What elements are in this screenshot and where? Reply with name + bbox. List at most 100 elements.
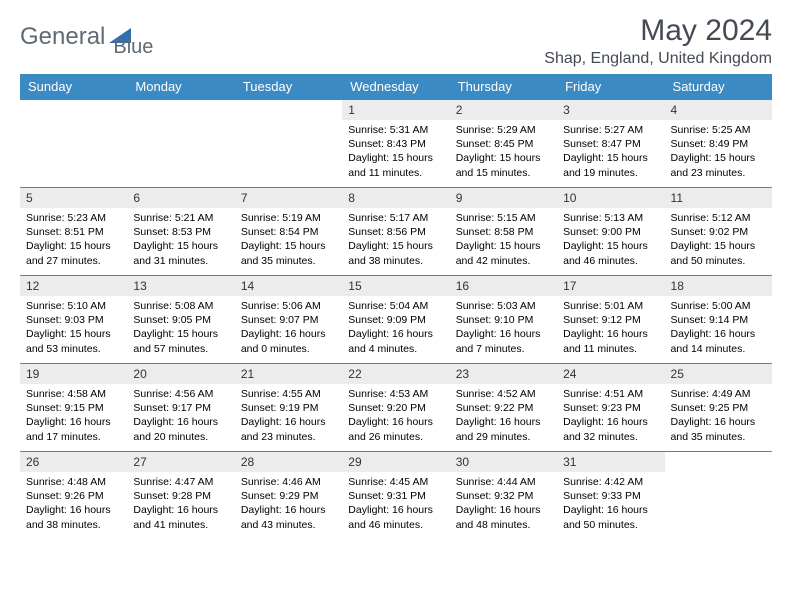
calendar-cell: 27Sunrise: 4:47 AMSunset: 9:28 PMDayligh… (127, 452, 234, 540)
calendar-cell: 19Sunrise: 4:58 AMSunset: 9:15 PMDayligh… (20, 364, 127, 452)
day-number: 6 (127, 188, 234, 208)
dow-header: Monday (127, 74, 234, 100)
calendar-cell: 18Sunrise: 5:00 AMSunset: 9:14 PMDayligh… (665, 276, 772, 364)
header: General Blue May 2024 Shap, England, Uni… (20, 14, 772, 68)
logo-text-1: General (20, 23, 105, 51)
calendar-cell: 28Sunrise: 4:46 AMSunset: 9:29 PMDayligh… (235, 452, 342, 540)
day-number: 10 (557, 188, 664, 208)
day-body: Sunrise: 4:51 AMSunset: 9:23 PMDaylight:… (557, 384, 664, 448)
day-body: Sunrise: 4:53 AMSunset: 9:20 PMDaylight:… (342, 384, 449, 448)
calendar-cell: 16Sunrise: 5:03 AMSunset: 9:10 PMDayligh… (450, 276, 557, 364)
day-number: 24 (557, 364, 664, 384)
day-body: Sunrise: 4:55 AMSunset: 9:19 PMDaylight:… (235, 384, 342, 448)
day-number: 23 (450, 364, 557, 384)
calendar-cell: 2Sunrise: 5:29 AMSunset: 8:45 PMDaylight… (450, 100, 557, 188)
dow-header: Tuesday (235, 74, 342, 100)
dow-header: Thursday (450, 74, 557, 100)
day-body: Sunrise: 5:21 AMSunset: 8:53 PMDaylight:… (127, 208, 234, 272)
day-body: Sunrise: 5:04 AMSunset: 9:09 PMDaylight:… (342, 296, 449, 360)
calendar-cell: 21Sunrise: 4:55 AMSunset: 9:19 PMDayligh… (235, 364, 342, 452)
calendar-cell: . (235, 100, 342, 188)
day-number: 3 (557, 100, 664, 120)
day-body: Sunrise: 4:47 AMSunset: 9:28 PMDaylight:… (127, 472, 234, 536)
calendar-row: 12Sunrise: 5:10 AMSunset: 9:03 PMDayligh… (20, 276, 772, 364)
day-number: 15 (342, 276, 449, 296)
day-number: 1 (342, 100, 449, 120)
day-number: 27 (127, 452, 234, 472)
calendar-cell: . (665, 452, 772, 540)
day-body: Sunrise: 5:27 AMSunset: 8:47 PMDaylight:… (557, 120, 664, 184)
day-body: Sunrise: 4:44 AMSunset: 9:32 PMDaylight:… (450, 472, 557, 536)
calendar-cell: 3Sunrise: 5:27 AMSunset: 8:47 PMDaylight… (557, 100, 664, 188)
day-number: 11 (665, 188, 772, 208)
day-number: 22 (342, 364, 449, 384)
calendar-row: . . . 1Sunrise: 5:31 AMSunset: 8:43 PMDa… (20, 100, 772, 188)
day-number: 5 (20, 188, 127, 208)
calendar-row: 26Sunrise: 4:48 AMSunset: 9:26 PMDayligh… (20, 452, 772, 540)
dow-header: Friday (557, 74, 664, 100)
calendar-cell: . (20, 100, 127, 188)
calendar-row: 19Sunrise: 4:58 AMSunset: 9:15 PMDayligh… (20, 364, 772, 452)
day-number: 31 (557, 452, 664, 472)
day-body: Sunrise: 4:48 AMSunset: 9:26 PMDaylight:… (20, 472, 127, 536)
day-number: 14 (235, 276, 342, 296)
calendar-cell: 8Sunrise: 5:17 AMSunset: 8:56 PMDaylight… (342, 188, 449, 276)
day-body: Sunrise: 5:06 AMSunset: 9:07 PMDaylight:… (235, 296, 342, 360)
calendar-table: SundayMondayTuesdayWednesdayThursdayFrid… (20, 74, 772, 540)
calendar-cell: 11Sunrise: 5:12 AMSunset: 9:02 PMDayligh… (665, 188, 772, 276)
calendar-cell: 20Sunrise: 4:56 AMSunset: 9:17 PMDayligh… (127, 364, 234, 452)
calendar-cell: 31Sunrise: 4:42 AMSunset: 9:33 PMDayligh… (557, 452, 664, 540)
day-body: Sunrise: 5:23 AMSunset: 8:51 PMDaylight:… (20, 208, 127, 272)
day-number: 20 (127, 364, 234, 384)
day-body: Sunrise: 5:12 AMSunset: 9:02 PMDaylight:… (665, 208, 772, 272)
day-body: Sunrise: 5:17 AMSunset: 8:56 PMDaylight:… (342, 208, 449, 272)
day-body: Sunrise: 5:15 AMSunset: 8:58 PMDaylight:… (450, 208, 557, 272)
calendar-cell: 5Sunrise: 5:23 AMSunset: 8:51 PMDaylight… (20, 188, 127, 276)
calendar-cell: . (127, 100, 234, 188)
day-body: Sunrise: 5:10 AMSunset: 9:03 PMDaylight:… (20, 296, 127, 360)
day-number: 2 (450, 100, 557, 120)
page-title: May 2024 (544, 14, 772, 48)
day-body: Sunrise: 4:46 AMSunset: 9:29 PMDaylight:… (235, 472, 342, 536)
day-number: 21 (235, 364, 342, 384)
day-body: Sunrise: 4:58 AMSunset: 9:15 PMDaylight:… (20, 384, 127, 448)
day-number: 30 (450, 452, 557, 472)
day-number: 19 (20, 364, 127, 384)
calendar-cell: 23Sunrise: 4:52 AMSunset: 9:22 PMDayligh… (450, 364, 557, 452)
day-body: Sunrise: 4:49 AMSunset: 9:25 PMDaylight:… (665, 384, 772, 448)
day-body: Sunrise: 4:45 AMSunset: 9:31 PMDaylight:… (342, 472, 449, 536)
day-body: Sunrise: 5:25 AMSunset: 8:49 PMDaylight:… (665, 120, 772, 184)
day-body: Sunrise: 5:01 AMSunset: 9:12 PMDaylight:… (557, 296, 664, 360)
calendar-cell: 13Sunrise: 5:08 AMSunset: 9:05 PMDayligh… (127, 276, 234, 364)
calendar-cell: 12Sunrise: 5:10 AMSunset: 9:03 PMDayligh… (20, 276, 127, 364)
calendar-cell: 24Sunrise: 4:51 AMSunset: 9:23 PMDayligh… (557, 364, 664, 452)
calendar-cell: 17Sunrise: 5:01 AMSunset: 9:12 PMDayligh… (557, 276, 664, 364)
calendar-cell: 10Sunrise: 5:13 AMSunset: 9:00 PMDayligh… (557, 188, 664, 276)
day-number: 4 (665, 100, 772, 120)
calendar-cell: 29Sunrise: 4:45 AMSunset: 9:31 PMDayligh… (342, 452, 449, 540)
day-body: Sunrise: 5:03 AMSunset: 9:10 PMDaylight:… (450, 296, 557, 360)
calendar-cell: 4Sunrise: 5:25 AMSunset: 8:49 PMDaylight… (665, 100, 772, 188)
day-body: Sunrise: 5:19 AMSunset: 8:54 PMDaylight:… (235, 208, 342, 272)
day-body: Sunrise: 5:00 AMSunset: 9:14 PMDaylight:… (665, 296, 772, 360)
logo-text-2: Blue (113, 36, 153, 59)
dow-header: Saturday (665, 74, 772, 100)
dow-header: Sunday (20, 74, 127, 100)
day-body: Sunrise: 4:56 AMSunset: 9:17 PMDaylight:… (127, 384, 234, 448)
calendar-cell: 15Sunrise: 5:04 AMSunset: 9:09 PMDayligh… (342, 276, 449, 364)
day-body: Sunrise: 4:42 AMSunset: 9:33 PMDaylight:… (557, 472, 664, 536)
day-body: Sunrise: 4:52 AMSunset: 9:22 PMDaylight:… (450, 384, 557, 448)
day-body: Sunrise: 5:29 AMSunset: 8:45 PMDaylight:… (450, 120, 557, 184)
day-number: 8 (342, 188, 449, 208)
calendar-cell: 30Sunrise: 4:44 AMSunset: 9:32 PMDayligh… (450, 452, 557, 540)
location: Shap, England, United Kingdom (544, 50, 772, 68)
calendar-cell: 22Sunrise: 4:53 AMSunset: 9:20 PMDayligh… (342, 364, 449, 452)
day-number: 7 (235, 188, 342, 208)
day-number: 12 (20, 276, 127, 296)
dow-row: SundayMondayTuesdayWednesdayThursdayFrid… (20, 74, 772, 100)
calendar-cell: 7Sunrise: 5:19 AMSunset: 8:54 PMDaylight… (235, 188, 342, 276)
day-number: 17 (557, 276, 664, 296)
title-block: May 2024 Shap, England, United Kingdom (544, 14, 772, 68)
logo: General Blue (20, 14, 153, 59)
dow-header: Wednesday (342, 74, 449, 100)
